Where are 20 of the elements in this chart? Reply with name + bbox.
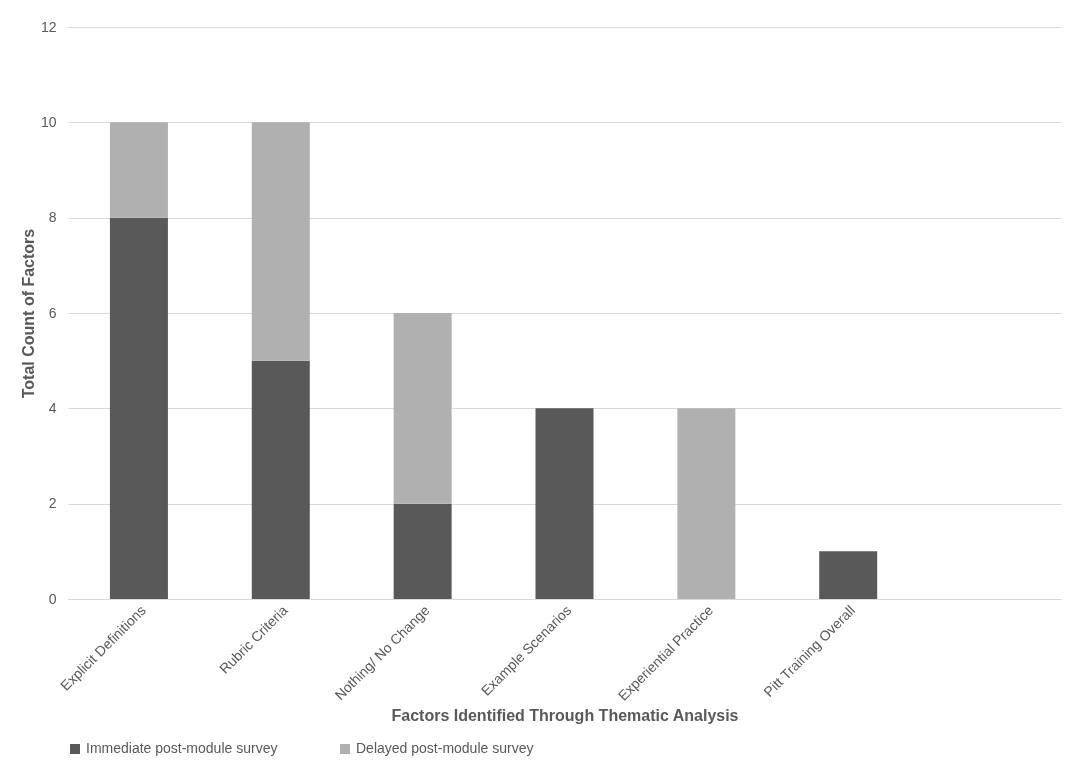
bar <box>535 408 594 599</box>
legend-label: Immediate post-module survey <box>86 740 278 756</box>
bar <box>677 408 736 599</box>
bar <box>251 360 310 599</box>
y-tick-label: 4 <box>48 399 57 416</box>
bar <box>393 313 452 504</box>
y-tick-label: 8 <box>48 209 57 226</box>
bar <box>109 217 168 599</box>
legend-label: Delayed post-module survey <box>356 740 534 756</box>
bar <box>819 551 878 599</box>
y-tick-label: 0 <box>48 590 57 607</box>
bar <box>109 122 168 218</box>
y-tick-label: 2 <box>48 495 57 512</box>
y-tick-label: 10 <box>40 113 57 130</box>
bar <box>251 122 310 361</box>
y-tick-label: 12 <box>40 18 57 35</box>
bar <box>393 503 452 599</box>
x-axis-title: Factors Identified Through Thematic Analysis <box>391 706 739 724</box>
y-tick-label: 6 <box>48 304 57 321</box>
y-axis-title: Total Count of Factors <box>19 228 37 399</box>
